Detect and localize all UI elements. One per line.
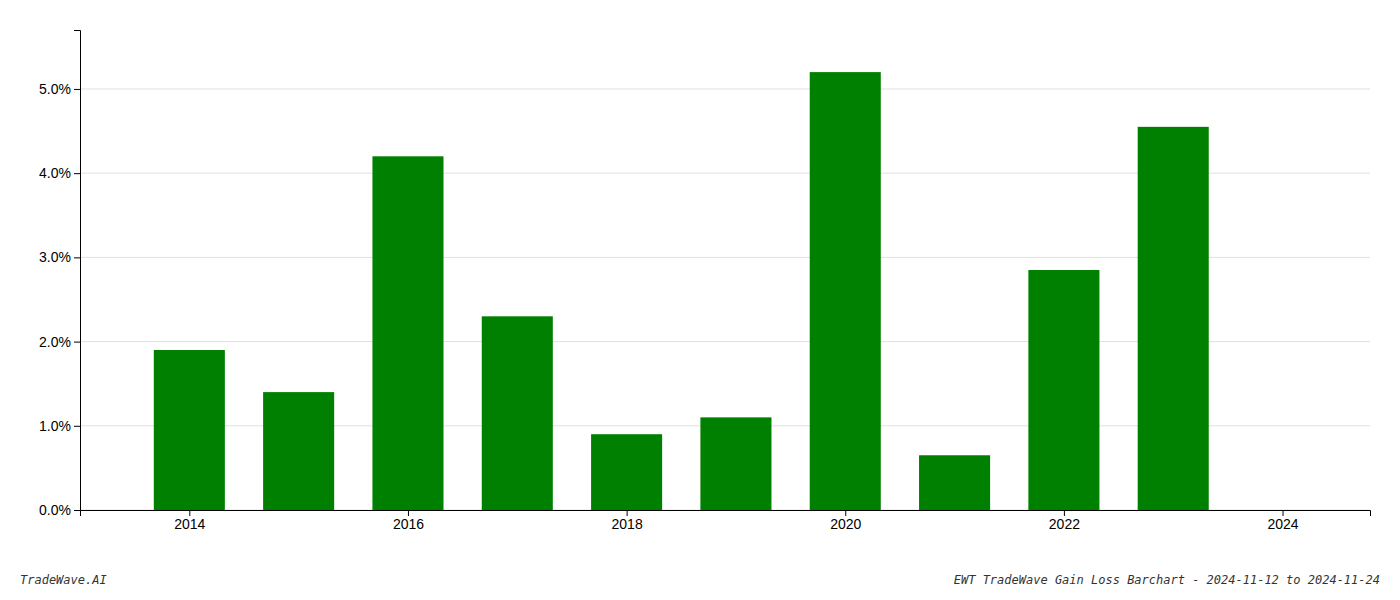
y-tick-label: 4.0% bbox=[39, 165, 71, 181]
bar bbox=[810, 72, 881, 510]
y-tick: 0.0% bbox=[39, 502, 80, 518]
y-tick-mark bbox=[74, 510, 80, 511]
x-tick: 2022 bbox=[1049, 510, 1080, 532]
y-tick-mark bbox=[74, 173, 80, 174]
x-tick-label: 2014 bbox=[174, 516, 205, 532]
y-tick-mark bbox=[74, 89, 80, 90]
x-tick-label: 2016 bbox=[393, 516, 424, 532]
y-tick-label: 0.0% bbox=[39, 502, 71, 518]
y-tick-label: 1.0% bbox=[39, 418, 71, 434]
bar bbox=[1028, 270, 1099, 510]
grid bbox=[80, 89, 1370, 510]
y-tick: 1.0% bbox=[39, 418, 80, 434]
annotation: EWT TradeWave Gain Loss Barchart - 2024-… bbox=[954, 573, 1380, 587]
x-tick: 2014 bbox=[174, 510, 205, 532]
chart: 2014 2016 2018 2020 2022 2024 0.0% 1.0% 2.0% 3.0%… bbox=[0, 0, 1400, 600]
y-axis: 0.0% 1.0% 2.0% 3.0% 4.0% 5.0% bbox=[39, 31, 80, 518]
y-tick-label: 3.0% bbox=[39, 249, 71, 265]
y-tick: 5.0% bbox=[39, 81, 80, 97]
x-tick: 2024 bbox=[1267, 510, 1298, 532]
y-tick-mark bbox=[74, 257, 80, 258]
x-tick: 2016 bbox=[393, 510, 424, 532]
x-tick: 2018 bbox=[612, 510, 643, 532]
annotation: TradeWave.AI bbox=[20, 573, 107, 587]
y-tick-label: 2.0% bbox=[39, 334, 71, 350]
bar bbox=[482, 316, 553, 510]
y-tick-mark bbox=[74, 342, 80, 343]
bar bbox=[1138, 127, 1209, 510]
bar bbox=[154, 350, 225, 510]
x-tick-label: 2024 bbox=[1267, 516, 1298, 532]
plot: 2014 2016 2018 2020 2022 2024 0.0% 1.0% 2.0% 3.0%… bbox=[39, 31, 1370, 532]
x-tick-label: 2022 bbox=[1049, 516, 1080, 532]
grid-line bbox=[80, 88, 1370, 89]
y-tick: 4.0% bbox=[39, 165, 80, 181]
y-tick: 3.0% bbox=[39, 249, 80, 265]
bar bbox=[263, 392, 334, 510]
y-tick: 2.0% bbox=[39, 334, 80, 350]
y-tick-label: 5.0% bbox=[39, 81, 71, 97]
bar bbox=[919, 455, 990, 510]
x-tick: 2020 bbox=[830, 510, 861, 532]
y-tick-mark bbox=[74, 426, 80, 427]
x-axis: 2014 2016 2018 2020 2022 2024 bbox=[81, 510, 1371, 532]
bar bbox=[591, 434, 662, 510]
x-tick-label: 2020 bbox=[830, 516, 861, 532]
x-tick-label: 2018 bbox=[612, 516, 643, 532]
x-axis-line bbox=[81, 511, 1371, 517]
annotations: TradeWave.AI EWT TradeWave Gain Loss Barc… bbox=[20, 573, 1380, 587]
bar bbox=[372, 156, 443, 510]
bar bbox=[700, 417, 771, 510]
y-axis-line bbox=[74, 31, 81, 511]
bars bbox=[154, 72, 1209, 510]
